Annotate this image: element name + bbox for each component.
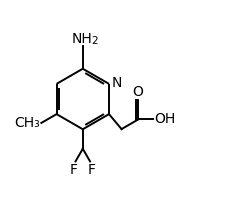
Text: NH: NH <box>71 31 92 46</box>
Text: F: F <box>88 163 96 177</box>
Text: N: N <box>111 76 122 90</box>
Text: CH₃: CH₃ <box>14 116 40 130</box>
Text: F: F <box>69 163 77 177</box>
Text: 2: 2 <box>91 36 97 46</box>
Text: OH: OH <box>153 112 174 126</box>
Text: O: O <box>131 85 142 99</box>
